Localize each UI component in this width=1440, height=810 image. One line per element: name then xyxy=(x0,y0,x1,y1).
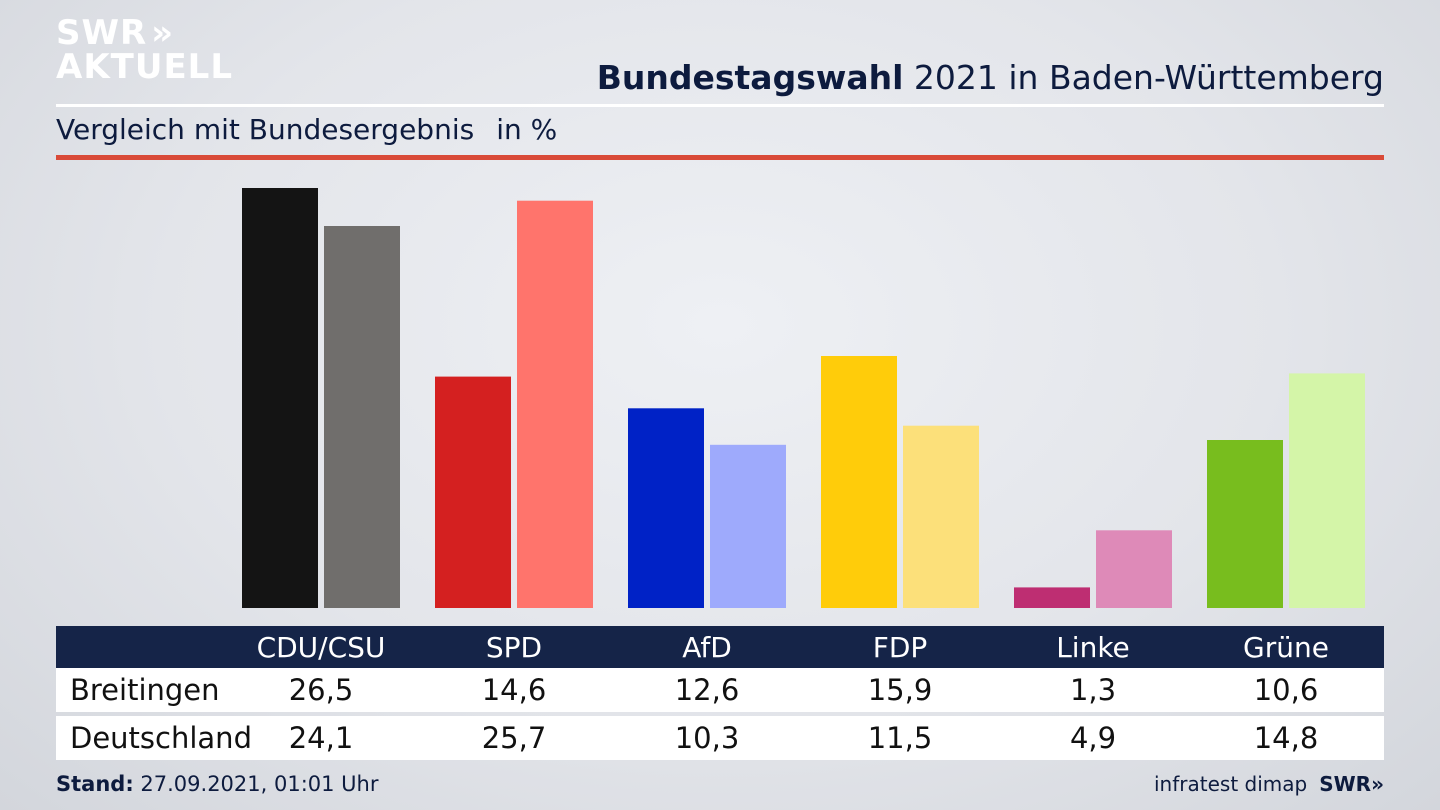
bar-cdu-csu-deutschland xyxy=(324,226,400,608)
bar-afd-breitingen xyxy=(628,408,704,608)
swr-footer-logo: SWR» xyxy=(1319,772,1384,796)
bar-gr-ne-breitingen xyxy=(1207,440,1283,608)
category-label: CDU/CSU xyxy=(256,630,386,664)
swr-aktuell-logo: SWR» AKTUELL xyxy=(56,13,234,87)
value-label: 15,9 xyxy=(867,673,933,707)
value-label: 14,8 xyxy=(1253,721,1319,755)
chart-title: Bundestagswahl 2021 in Baden-Württemberg xyxy=(596,58,1384,97)
bar-spd-breitingen xyxy=(435,376,511,608)
value-label: 4,9 xyxy=(1069,721,1117,755)
timestamp: Stand: 27.09.2021, 01:01 Uhr xyxy=(56,772,379,796)
results-table: CDU/CSU SPD AfD FDP Linke Grüne Breitingen 26,… xyxy=(56,626,1384,760)
chart-subtitle: Vergleich mit Bundesergebnis in % xyxy=(56,113,558,146)
series-label: Breitingen xyxy=(70,673,220,707)
bar-linke-breitingen xyxy=(1014,587,1090,608)
bar-linke-deutschland xyxy=(1096,530,1172,608)
value-label: 14,6 xyxy=(481,673,547,707)
unit-label: in % xyxy=(496,113,558,146)
value-label: 10,6 xyxy=(1253,673,1319,707)
category-label: AfD xyxy=(682,630,732,664)
table-row: Deutschland 24,1 25,7 10,3 11,5 4,9 14,8 xyxy=(56,716,1384,760)
value-label: 25,7 xyxy=(481,721,547,755)
bar-fdp-deutschland xyxy=(903,425,979,608)
bar-chart xyxy=(242,188,1365,608)
category-label: Linke xyxy=(1056,630,1130,664)
source-credit: infratest dimap SWR» xyxy=(1154,772,1384,796)
value-label: 11,5 xyxy=(867,721,933,755)
accent-rule xyxy=(56,155,1384,160)
value-label: 12,6 xyxy=(674,673,740,707)
value-label: 24,1 xyxy=(288,721,354,755)
table-header-row: CDU/CSU SPD AfD FDP Linke Grüne xyxy=(56,626,1384,668)
table-row: Breitingen 26,5 14,6 12,6 15,9 1,3 10,6 xyxy=(56,668,1384,712)
category-label: FDP xyxy=(872,630,928,664)
bar-spd-deutschland xyxy=(517,200,593,608)
series-label: Deutschland xyxy=(70,721,252,755)
category-label: SPD xyxy=(485,630,543,664)
bar-gr-ne-deutschland xyxy=(1289,373,1365,608)
bar-cdu-csu-breitingen xyxy=(242,188,318,608)
bar-fdp-breitingen xyxy=(821,356,897,608)
value-label: 1,3 xyxy=(1069,673,1117,707)
value-label: 26,5 xyxy=(288,673,354,707)
category-label: Grüne xyxy=(1243,630,1329,664)
value-label: 10,3 xyxy=(674,721,740,755)
bar-afd-deutschland xyxy=(710,444,786,608)
title-divider xyxy=(56,104,1384,107)
